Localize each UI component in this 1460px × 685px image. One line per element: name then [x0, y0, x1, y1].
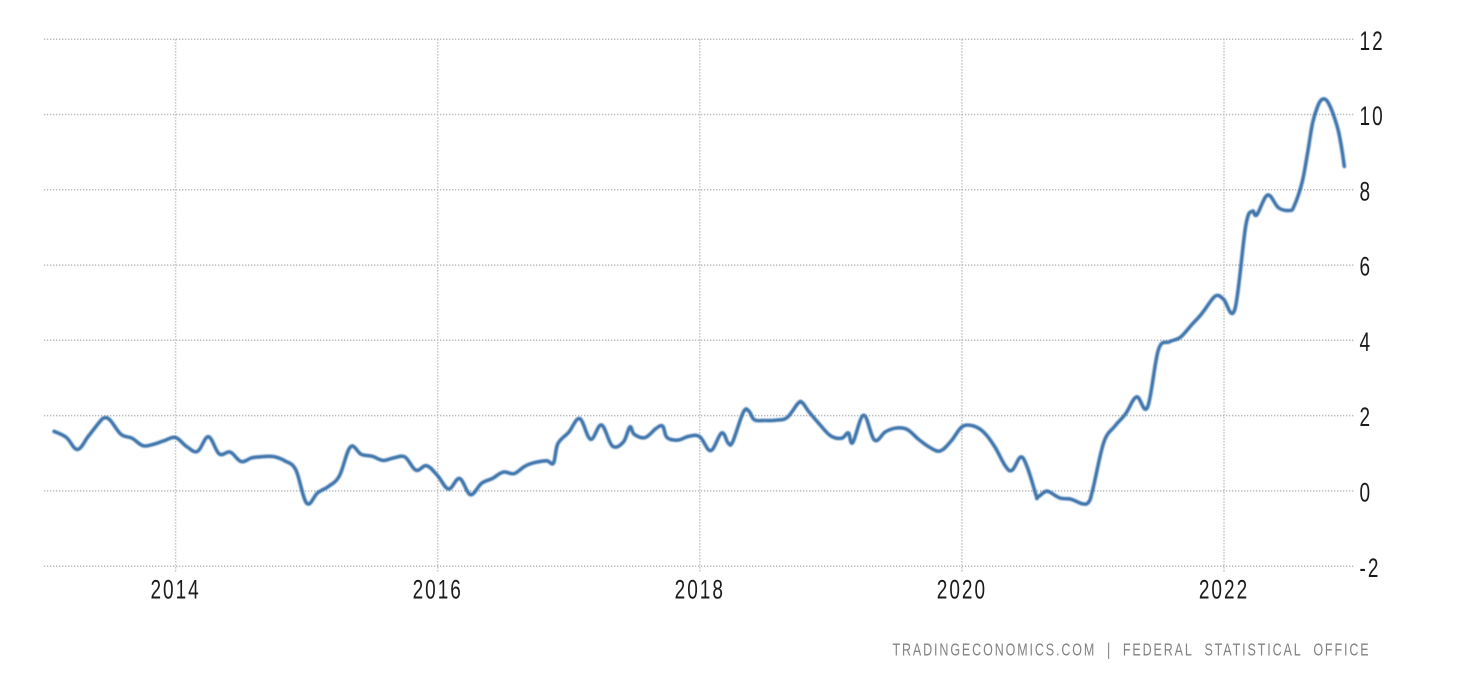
svg-text:8: 8 [1360, 176, 1373, 206]
svg-text:4: 4 [1360, 327, 1373, 357]
svg-text:12: 12 [1360, 25, 1385, 55]
svg-text:TRADINGECONOMICS.COM | FEDER: TRADINGECONOMICS.COM | FEDERAL STATISTIC… [892, 640, 1370, 660]
svg-text:2020: 2020 [937, 574, 987, 604]
svg-text:2016: 2016 [413, 574, 463, 604]
svg-text:2022: 2022 [1199, 574, 1249, 604]
svg-text:-2: -2 [1360, 552, 1381, 582]
svg-text:2018: 2018 [675, 574, 725, 604]
svg-text:0: 0 [1360, 477, 1373, 507]
svg-text:10: 10 [1360, 101, 1385, 131]
svg-text:2: 2 [1360, 402, 1373, 432]
svg-text:6: 6 [1360, 251, 1373, 281]
svg-text:2014: 2014 [150, 574, 200, 604]
